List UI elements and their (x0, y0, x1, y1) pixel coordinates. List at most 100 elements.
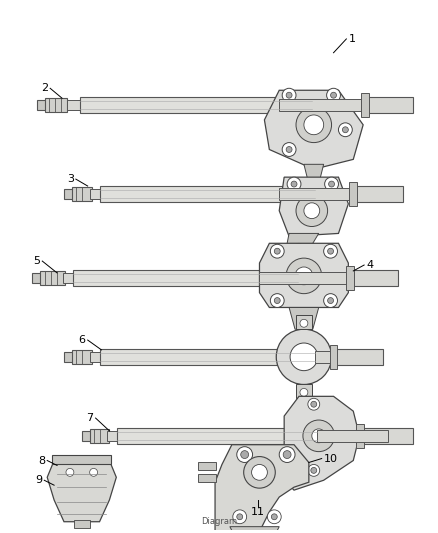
Text: 4: 4 (366, 260, 373, 270)
Bar (90, 189, 102, 199)
Circle shape (276, 329, 332, 384)
Circle shape (311, 467, 317, 473)
Bar (329, 345, 337, 369)
Circle shape (66, 469, 74, 477)
Bar (45, 98, 67, 112)
Bar (32, 273, 42, 283)
Bar (296, 384, 312, 398)
Bar (296, 328, 312, 335)
Circle shape (282, 88, 296, 102)
Text: 8: 8 (38, 456, 45, 465)
Circle shape (325, 177, 339, 191)
Circle shape (327, 88, 340, 102)
Text: Diagram: Diagram (201, 517, 237, 526)
Polygon shape (259, 243, 348, 308)
Bar (358, 428, 413, 444)
Polygon shape (284, 397, 358, 490)
Circle shape (300, 319, 308, 327)
Bar (308, 183, 320, 189)
Bar (361, 93, 369, 117)
Bar (73, 270, 298, 286)
Circle shape (283, 450, 291, 458)
Circle shape (279, 447, 295, 463)
Circle shape (303, 420, 335, 451)
Circle shape (270, 294, 284, 308)
Circle shape (286, 92, 292, 98)
Bar (67, 100, 82, 110)
Bar (72, 350, 92, 364)
Circle shape (343, 127, 348, 133)
Circle shape (237, 514, 243, 520)
Bar (346, 266, 354, 290)
Circle shape (241, 450, 249, 458)
Circle shape (328, 181, 335, 187)
Circle shape (274, 248, 280, 254)
Circle shape (244, 457, 275, 488)
Circle shape (300, 389, 308, 397)
Circle shape (295, 267, 313, 285)
Circle shape (282, 143, 296, 156)
Circle shape (311, 401, 317, 407)
Text: 10: 10 (324, 454, 338, 464)
Bar (72, 187, 92, 201)
Bar (74, 520, 90, 528)
Bar (107, 431, 119, 441)
Text: 6: 6 (79, 335, 86, 345)
Bar (40, 271, 65, 285)
Circle shape (331, 92, 336, 98)
Polygon shape (47, 461, 117, 522)
Bar (63, 273, 75, 283)
Circle shape (291, 181, 297, 187)
Bar (64, 352, 74, 362)
Circle shape (304, 115, 324, 135)
Text: 9: 9 (35, 475, 42, 485)
Bar (296, 316, 312, 329)
Circle shape (271, 514, 277, 520)
Text: 1: 1 (348, 34, 355, 44)
Bar (332, 349, 383, 365)
Bar (356, 424, 364, 448)
Text: 2: 2 (41, 83, 48, 93)
Bar (315, 351, 366, 363)
Circle shape (274, 297, 280, 303)
Circle shape (308, 398, 320, 410)
Bar (82, 431, 92, 441)
Bar (279, 188, 353, 200)
Circle shape (312, 429, 325, 443)
Text: 7: 7 (86, 413, 94, 423)
Circle shape (328, 248, 333, 254)
Circle shape (286, 147, 292, 152)
Polygon shape (279, 177, 348, 237)
Text: 11: 11 (251, 507, 265, 517)
Circle shape (286, 258, 321, 294)
Bar (350, 182, 357, 206)
Bar (64, 189, 74, 199)
Bar (52, 455, 111, 464)
Bar (279, 99, 363, 111)
Circle shape (267, 510, 281, 524)
Polygon shape (230, 527, 279, 533)
Polygon shape (284, 233, 319, 258)
Circle shape (304, 203, 320, 219)
Bar (117, 428, 317, 444)
Circle shape (251, 464, 267, 480)
Bar (99, 186, 315, 202)
Bar (37, 100, 47, 110)
Circle shape (90, 469, 98, 477)
Circle shape (294, 243, 304, 253)
Polygon shape (304, 164, 324, 184)
Circle shape (287, 177, 301, 191)
Bar (363, 97, 413, 113)
Circle shape (324, 244, 337, 258)
Circle shape (328, 297, 333, 303)
Circle shape (296, 107, 332, 143)
Bar (348, 270, 398, 286)
Circle shape (296, 195, 328, 227)
Text: 3: 3 (67, 174, 74, 184)
Bar (90, 429, 110, 443)
Bar (351, 186, 403, 202)
Circle shape (233, 510, 247, 524)
Text: 5: 5 (33, 256, 40, 266)
Polygon shape (289, 308, 319, 329)
Bar (99, 349, 315, 365)
